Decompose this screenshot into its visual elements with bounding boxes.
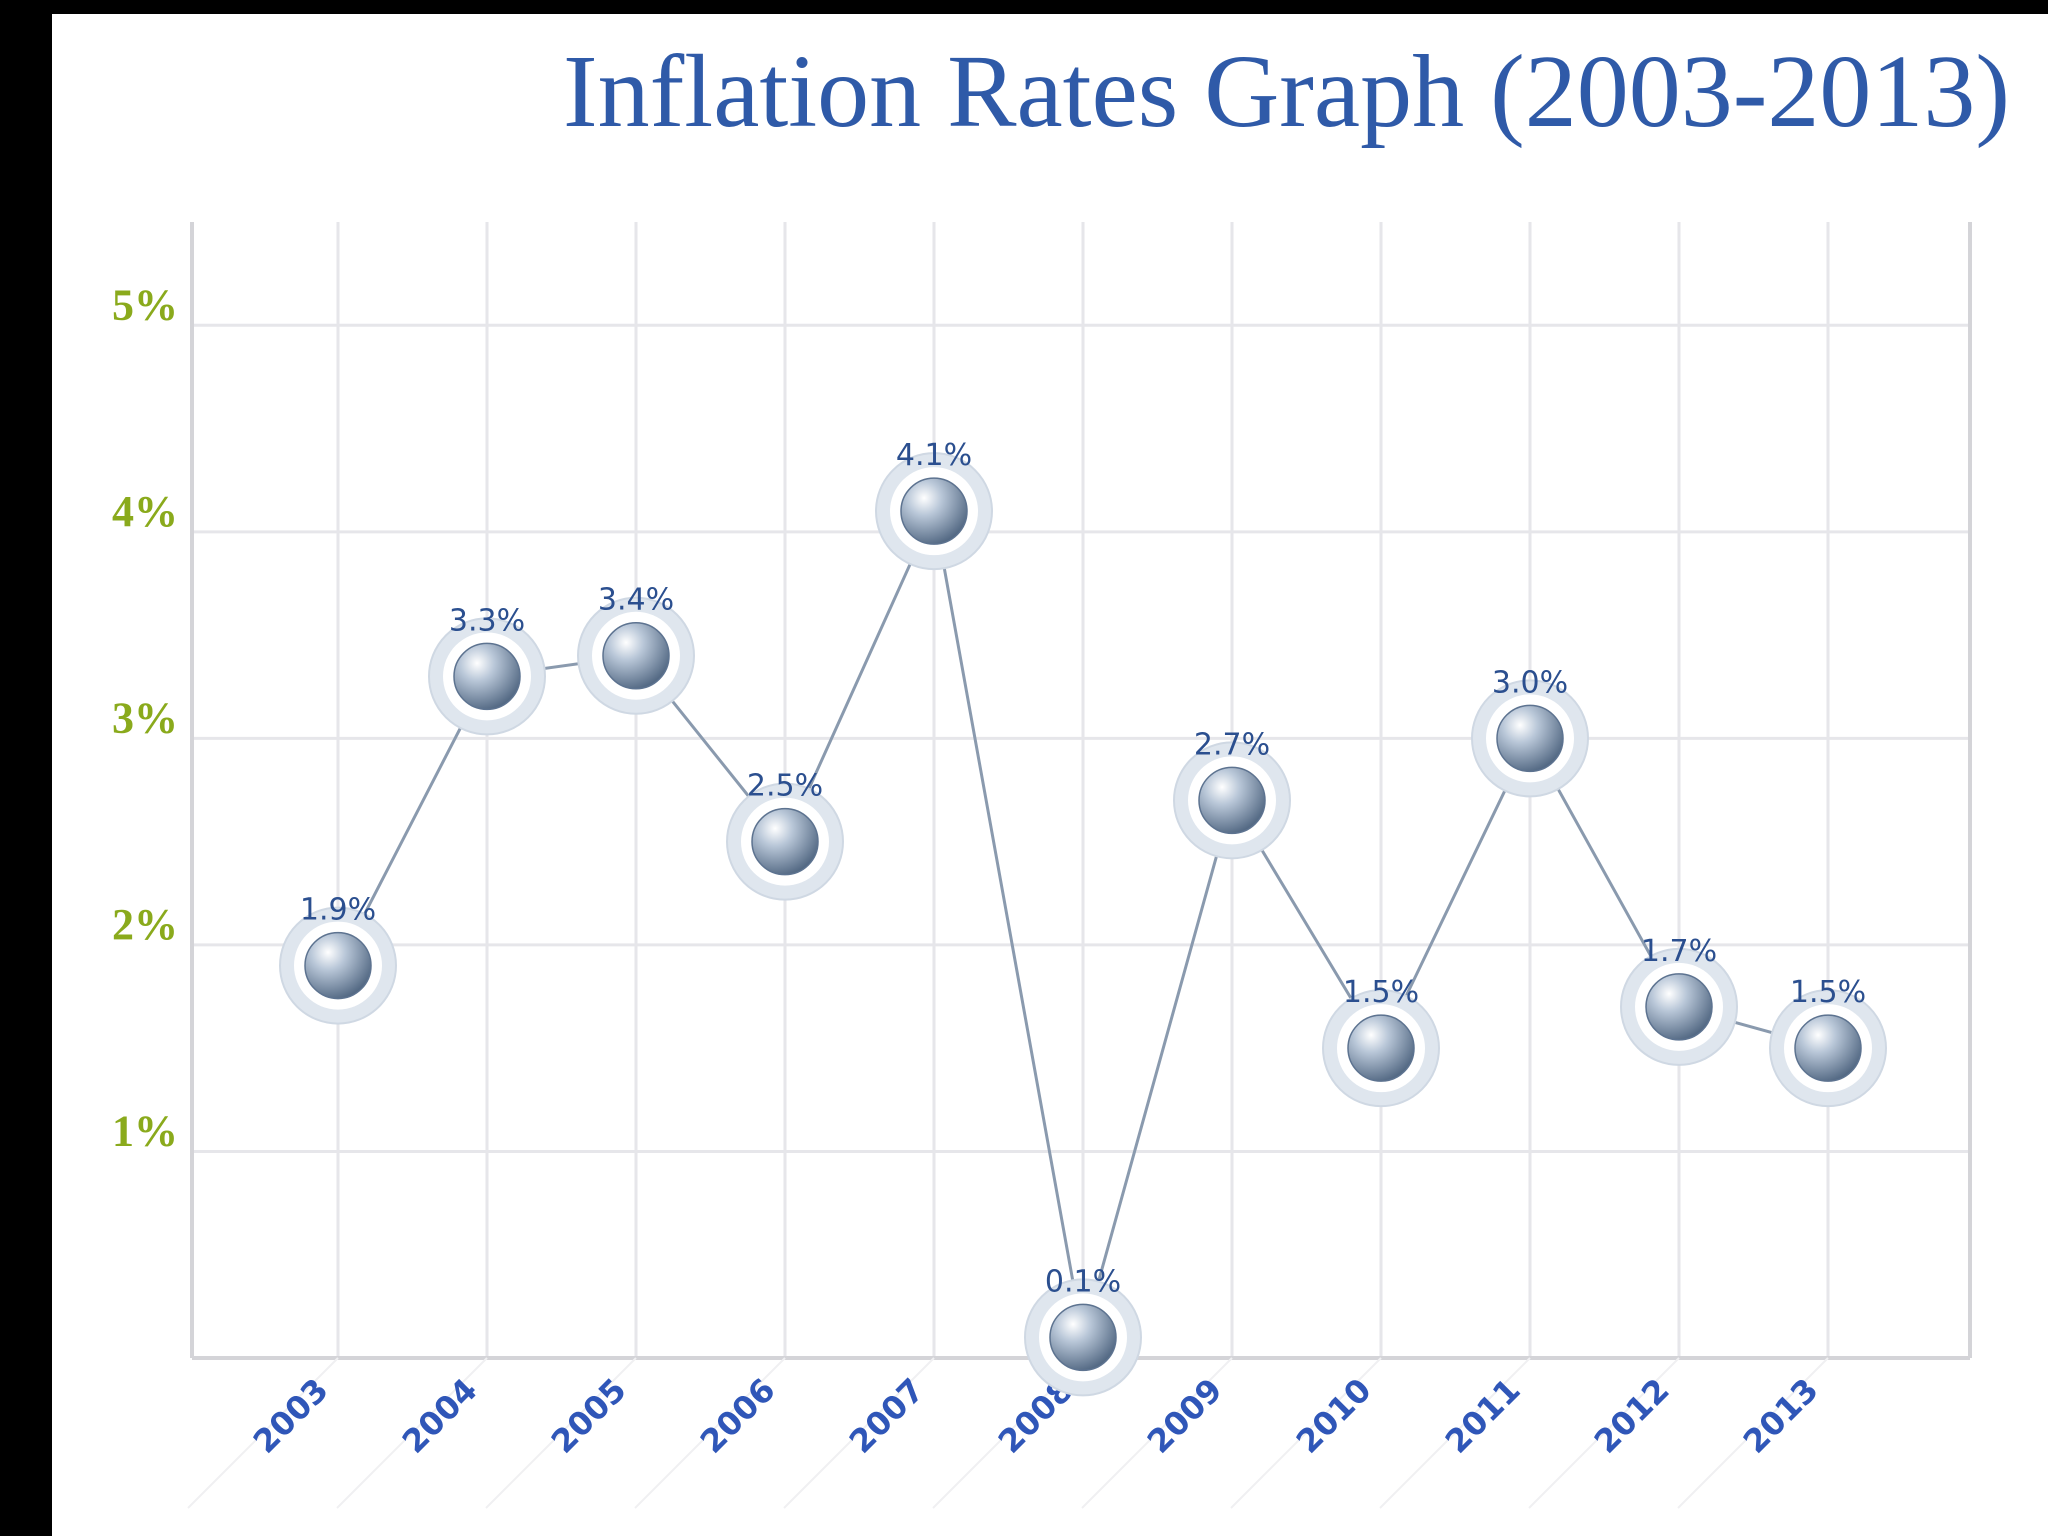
x-tick-label: 2011 xyxy=(1438,1371,1528,1461)
data-label: 2.5% xyxy=(747,769,823,804)
data-label: 0.1% xyxy=(1045,1264,1121,1299)
data-label: 3.0% xyxy=(1492,665,1568,700)
data-point[interactable] xyxy=(1645,973,1713,1041)
data-point[interactable] xyxy=(1794,1014,1862,1082)
x-tick-label: 2013 xyxy=(1736,1371,1826,1461)
data-point[interactable] xyxy=(304,931,372,1000)
data-label: 1.7% xyxy=(1641,934,1717,969)
chart-frame: Inflation Rates Graph (2003-2013) 1% 2% 3%… xyxy=(52,14,2048,1536)
data-point[interactable] xyxy=(453,642,521,711)
data-labels: 1.9% 3.3% 3.4% 2.5% 4.1% 0.1% 2.7% 1.5% 3.0% 1.7%… xyxy=(300,438,1866,1299)
x-tick-label: 2012 xyxy=(1587,1371,1677,1461)
x-tick-label: 2004 xyxy=(395,1371,485,1461)
x-tick-line xyxy=(634,1357,786,1509)
x-tick-line xyxy=(187,1357,339,1509)
grid xyxy=(192,222,1970,1358)
data-point[interactable] xyxy=(1049,1303,1117,1372)
y-tick-label: 3% xyxy=(112,693,178,742)
data-point[interactable] xyxy=(602,621,670,690)
x-tick-label: 2003 xyxy=(246,1371,336,1461)
y-tick-label: 2% xyxy=(112,900,178,949)
data-point[interactable] xyxy=(900,477,968,545)
x-tick-line xyxy=(485,1357,637,1509)
data-point[interactable] xyxy=(751,807,819,876)
data-label: 2.7% xyxy=(1194,727,1270,762)
data-label: 3.4% xyxy=(598,583,674,618)
data-label: 1.5% xyxy=(1343,975,1419,1010)
x-tick-label: 2007 xyxy=(842,1371,932,1461)
data-markers xyxy=(279,452,1887,1397)
x-tick-line xyxy=(1230,1357,1382,1509)
data-point[interactable] xyxy=(1347,1014,1415,1082)
x-tick-label: 2006 xyxy=(693,1371,783,1461)
y-axis-tick-labels: 1% 2% 3% 4% 5% xyxy=(112,280,178,1155)
chart-title: Inflation Rates Graph (2003-2013) xyxy=(563,34,2010,149)
axes xyxy=(190,222,1972,1360)
x-tick-line xyxy=(1081,1357,1233,1509)
data-label: 3.3% xyxy=(449,603,525,638)
data-label: 4.1% xyxy=(896,438,972,473)
data-point[interactable] xyxy=(1198,766,1266,835)
data-label: 1.5% xyxy=(1790,975,1866,1010)
x-tick-line xyxy=(1379,1357,1531,1509)
y-tick-label: 5% xyxy=(112,280,178,329)
y-tick-label: 4% xyxy=(112,487,178,536)
x-tick-line xyxy=(336,1357,488,1509)
x-axis-tick-labels: 2003 2004 2005 2006 2007 2008 2009 2010 2011 2012… xyxy=(187,1357,1829,1509)
x-tick-label: 2010 xyxy=(1289,1371,1379,1461)
data-point[interactable] xyxy=(1496,704,1564,773)
line-chart: Inflation Rates Graph (2003-2013) 1% 2% 3%… xyxy=(112,34,2010,1509)
x-tick-label: 2005 xyxy=(544,1371,634,1461)
x-tick-label: 2009 xyxy=(1140,1371,1230,1461)
y-tick-label: 1% xyxy=(112,1106,178,1155)
data-label: 1.9% xyxy=(300,893,376,928)
x-tick-line xyxy=(1528,1357,1680,1509)
x-tick-line xyxy=(783,1357,935,1509)
x-tick-line xyxy=(1677,1357,1829,1509)
